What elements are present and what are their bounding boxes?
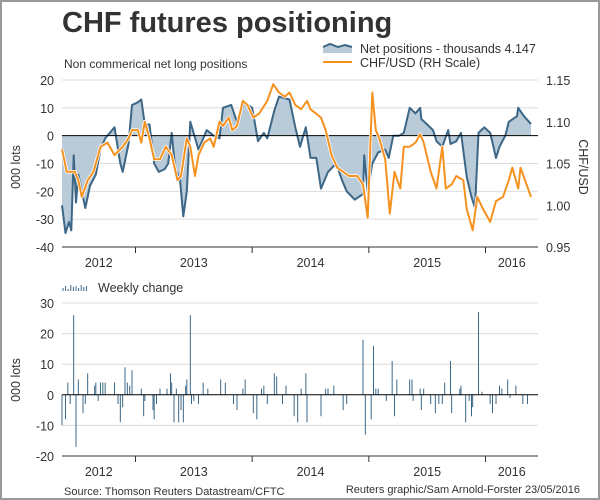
y-tick-label: 20 — [40, 74, 54, 88]
y-tick-label: 20 — [40, 328, 54, 342]
x-tick-label: 2013 — [180, 465, 208, 479]
y-tick-label: -40 — [36, 241, 54, 255]
legend-net-positions: Net positions - thousands 4.147 — [360, 42, 536, 56]
source-note: Source: Thomson Reuters Datastream/CFTC — [64, 486, 285, 498]
chart-subtitle: Non commerical net long positions — [64, 57, 247, 71]
y-tick-label: -20 — [36, 185, 54, 199]
legend-weekly-change: Weekly change — [98, 281, 183, 295]
top-plot: 20 10 0 -10 -20 -30 -40 1.15 1.10 1.05 1.00 0.95 201… — [36, 74, 570, 270]
legend-area-icon — [323, 44, 352, 53]
x-tick-label: 2016 — [498, 256, 526, 270]
y-tick-label-right: 1.15 — [546, 74, 570, 88]
chart-title: CHF futures positioning — [62, 7, 392, 39]
credit-note: Reuters graphic/Sam Arnold-Forster 23/05… — [346, 484, 580, 496]
x-tick-label: 2015 — [413, 465, 441, 479]
y-tick-label: -30 — [36, 213, 54, 227]
x-tick-label: 2014 — [297, 256, 325, 270]
y-tick-label-right: 1.00 — [546, 199, 570, 213]
x-tick-label: 2012 — [85, 465, 113, 479]
legend-chf-usd: CHF/USD (RH Scale) — [360, 56, 480, 70]
y-tick-label: 0 — [47, 389, 54, 403]
legend-top: Net positions - thousands 4.147 CHF/USD … — [322, 42, 536, 70]
y-tick-label: 10 — [40, 358, 54, 372]
net-positions-area — [62, 96, 531, 234]
x-tick-label: 2016 — [498, 465, 526, 479]
x-tick-label: 2013 — [180, 256, 208, 270]
top-y-axis-label-right: CHF/USD — [576, 139, 590, 195]
x-tick-label: 2015 — [413, 256, 441, 270]
legend-bottom: Weekly change — [62, 281, 183, 295]
net-positions-line — [61, 95, 532, 235]
bottom-y-axis-label: 000 lots — [9, 358, 23, 402]
legend-net-line-icon — [322, 42, 353, 49]
top-y-axis-label: 000 lots — [9, 145, 23, 189]
x-tick-label: 2012 — [85, 256, 113, 270]
y-tick-label-right: 0.95 — [546, 241, 570, 255]
y-tick-label: -20 — [36, 450, 54, 464]
y-tick-label-right: 1.10 — [546, 116, 570, 130]
y-tick-label: 0 — [47, 130, 54, 144]
y-tick-label: 30 — [40, 297, 54, 311]
weekly-change-legend-icon — [62, 285, 87, 291]
y-tick-label: -10 — [36, 419, 54, 433]
y-tick-label-right: 1.05 — [546, 158, 570, 172]
y-tick-label: -10 — [36, 158, 54, 172]
y-tick-label: 10 — [40, 102, 54, 116]
bottom-plot: 30 20 10 0 -10 -20 2012 2013 2014 2015 2016 — [36, 297, 538, 479]
chf-usd-line — [61, 83, 532, 232]
x-tick-label: 2014 — [297, 465, 325, 479]
